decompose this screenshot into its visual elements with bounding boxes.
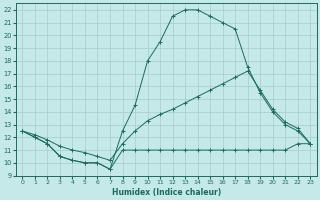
X-axis label: Humidex (Indice chaleur): Humidex (Indice chaleur) [112, 188, 221, 197]
